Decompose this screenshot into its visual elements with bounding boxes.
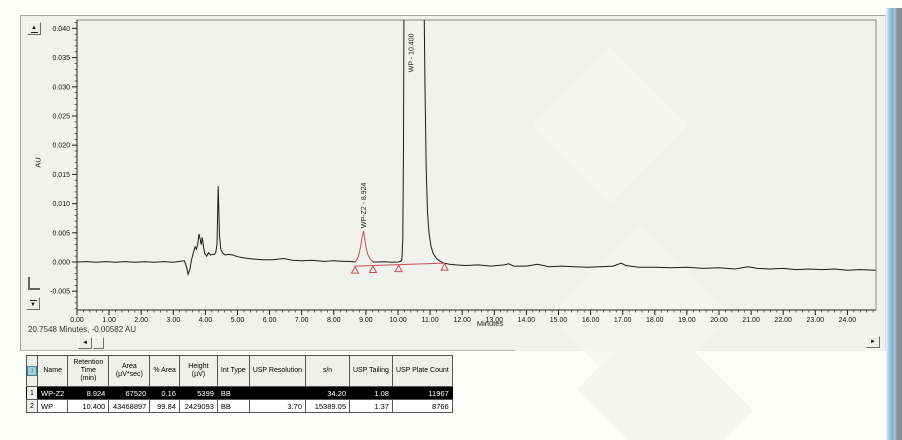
table-cell: WP xyxy=(36,399,69,413)
table-cell: BB xyxy=(216,399,250,413)
table-cell: 8766 xyxy=(391,399,453,413)
left-arrow-icon: ◄ xyxy=(82,340,88,346)
column-header: s/n xyxy=(305,355,350,387)
table-cell: 10.400 xyxy=(67,399,110,413)
overline-mark xyxy=(29,299,37,301)
table-cell: 1.37 xyxy=(349,399,393,413)
window-right-scroll-strip[interactable] xyxy=(886,8,902,440)
up-arrow-icon: ▲ xyxy=(31,24,37,31)
cursor-position-readout: 20.7548 Minutes, -0.00582 AU xyxy=(28,325,137,334)
table-cell: 15389.05 xyxy=(305,399,350,413)
table-cell: 67520 xyxy=(108,386,151,400)
table-header: ↕ Name Retention Time (min) Area (µV*sec)% Are… xyxy=(26,355,453,387)
table-cell: 1.08 xyxy=(349,386,393,400)
table-row[interactable]: 2 WP 10.400 43468897 99.84 2429093 BB 3.70 15389… xyxy=(26,399,453,413)
table-row[interactable]: 1 WP-Z2 8.924 67520 0.16 5399 BB 34.20 1.08 11967 xyxy=(26,386,453,400)
table-cell: 99.84 xyxy=(149,399,180,413)
column-header: USP Resolution xyxy=(248,355,307,387)
column-header: USP Tailing xyxy=(349,355,393,387)
table-cell: 43468897 xyxy=(108,399,151,413)
column-header: % Area xyxy=(149,355,180,387)
hscroll-thumb[interactable] xyxy=(93,337,104,349)
x-axis-title: Minutes xyxy=(476,319,504,328)
column-header: USP Plate Count xyxy=(391,355,453,387)
row-selector-icon: ↕ xyxy=(27,366,37,376)
column-header: Int Type xyxy=(216,355,250,387)
table-body: 1 WP-Z2 8.924 67520 0.16 5399 BB 34.20 1.08 11967… xyxy=(26,386,453,413)
table-cell: 2429093 xyxy=(178,399,218,413)
hscroll-left-button[interactable]: ◄ xyxy=(78,337,92,349)
table-cell: 3.70 xyxy=(248,399,307,413)
column-header: Retention Time (min) xyxy=(67,355,110,387)
table-cell: 0.16 xyxy=(149,386,180,400)
hscroll-right-button[interactable]: ► xyxy=(866,336,880,348)
table-cell: 8.924 xyxy=(67,386,110,400)
row-number-cell[interactable]: 1 xyxy=(26,386,38,400)
table-cell: 5399 xyxy=(178,386,218,400)
table-cell xyxy=(248,386,307,400)
table-cell: 34.20 xyxy=(305,386,350,400)
plot-area[interactable] xyxy=(77,20,876,310)
column-header: Area (µV*sec) xyxy=(108,355,151,387)
table-cell: BB xyxy=(216,386,250,400)
table-corner-cell[interactable]: ↕ xyxy=(26,355,38,387)
table-cell: 11967 xyxy=(391,386,453,400)
pane-scroll-up-button[interactable]: ▲ xyxy=(27,22,41,35)
right-arrow-icon: ► xyxy=(870,339,876,345)
y-axis-title: AU xyxy=(33,157,43,168)
pane-divider xyxy=(20,350,515,351)
down-arrow-icon: ▼ xyxy=(30,301,36,308)
zoom-corner-icon xyxy=(28,277,40,290)
pane-scroll-down-button[interactable]: ▼ xyxy=(26,297,40,310)
table-cell: WP-Z2 xyxy=(36,386,69,400)
underline-mark xyxy=(30,31,38,33)
column-header: Height (µV) xyxy=(178,355,218,387)
peak-table: ↕ Name Retention Time (min) Area (µV*sec)% Are… xyxy=(26,355,453,413)
column-header: Name xyxy=(36,355,69,387)
row-number-cell[interactable]: 2 xyxy=(26,399,38,413)
